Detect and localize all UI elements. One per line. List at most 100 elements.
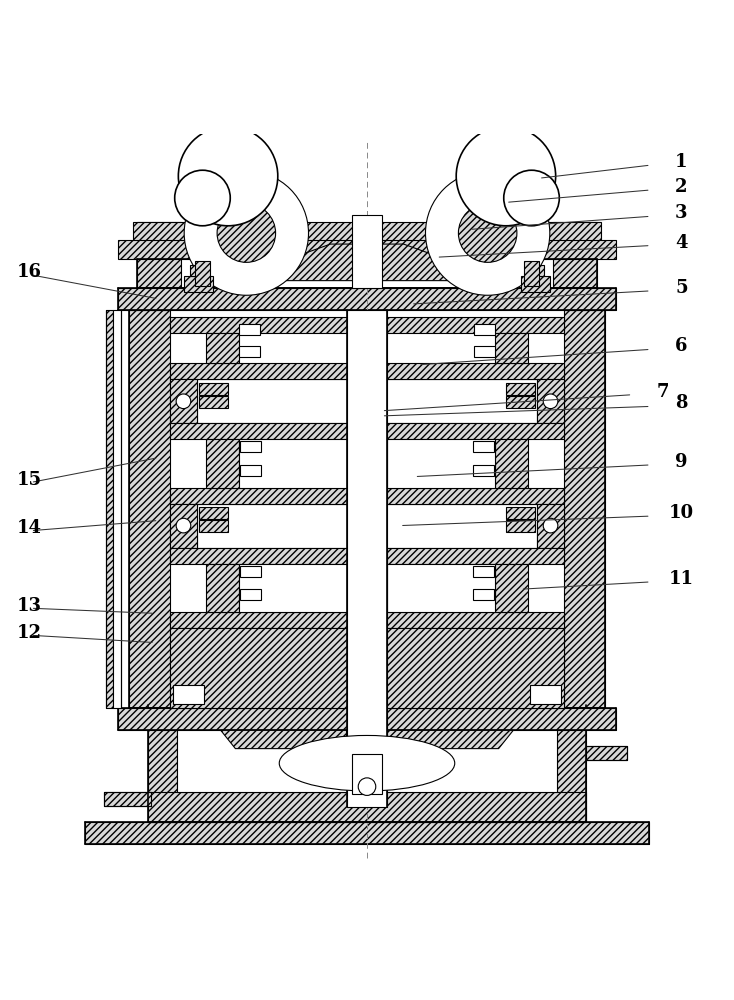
- Polygon shape: [221, 730, 346, 749]
- Bar: [170, 612, 564, 628]
- Bar: [199, 396, 228, 408]
- Bar: [553, 222, 597, 288]
- Bar: [173, 685, 204, 704]
- Bar: [206, 333, 239, 363]
- Text: 5: 5: [675, 279, 688, 297]
- Bar: [387, 564, 495, 612]
- Bar: [239, 564, 347, 612]
- Text: 7: 7: [657, 383, 669, 401]
- Bar: [495, 564, 528, 612]
- Text: 4: 4: [675, 234, 688, 252]
- Circle shape: [426, 171, 550, 295]
- Bar: [537, 504, 564, 548]
- Bar: [206, 564, 239, 612]
- Circle shape: [184, 171, 308, 295]
- Bar: [524, 261, 539, 286]
- Circle shape: [176, 518, 191, 533]
- Bar: [352, 215, 382, 288]
- Bar: [347, 310, 387, 807]
- Bar: [118, 288, 616, 310]
- Bar: [473, 465, 493, 476]
- Text: 11: 11: [669, 570, 694, 588]
- Bar: [506, 520, 535, 532]
- Circle shape: [175, 170, 230, 226]
- Bar: [352, 754, 382, 794]
- Bar: [474, 346, 495, 357]
- Text: 15: 15: [17, 471, 42, 489]
- Circle shape: [459, 204, 517, 262]
- Text: 8: 8: [675, 394, 688, 412]
- Bar: [530, 685, 561, 704]
- Bar: [564, 310, 605, 708]
- Text: 12: 12: [17, 624, 42, 642]
- Bar: [473, 566, 493, 577]
- Bar: [199, 383, 228, 395]
- Bar: [148, 792, 586, 822]
- Bar: [506, 507, 535, 519]
- Text: 10: 10: [669, 504, 694, 522]
- Polygon shape: [388, 730, 513, 749]
- Bar: [239, 324, 260, 335]
- Bar: [241, 441, 261, 452]
- Bar: [473, 589, 493, 600]
- Bar: [170, 548, 564, 564]
- Bar: [474, 324, 495, 335]
- Bar: [241, 465, 261, 476]
- Bar: [199, 520, 228, 532]
- Bar: [520, 276, 550, 292]
- Bar: [190, 265, 208, 276]
- Bar: [195, 261, 210, 286]
- Bar: [85, 822, 649, 844]
- Text: 1: 1: [675, 153, 688, 171]
- Bar: [557, 705, 586, 822]
- Bar: [239, 439, 347, 488]
- Bar: [506, 396, 535, 408]
- Bar: [137, 222, 181, 288]
- Bar: [495, 333, 528, 363]
- Bar: [170, 628, 564, 708]
- Bar: [526, 265, 544, 276]
- Bar: [148, 705, 177, 822]
- Bar: [103, 792, 151, 806]
- Bar: [129, 310, 170, 708]
- Bar: [170, 317, 564, 333]
- Text: 14: 14: [17, 519, 42, 537]
- Circle shape: [178, 126, 277, 226]
- Bar: [199, 507, 228, 519]
- Text: 6: 6: [675, 337, 688, 355]
- Bar: [239, 346, 260, 357]
- Bar: [170, 363, 564, 379]
- Bar: [506, 383, 535, 395]
- Bar: [170, 423, 564, 439]
- Circle shape: [504, 170, 559, 226]
- Text: 3: 3: [675, 204, 688, 222]
- Text: 9: 9: [675, 453, 688, 471]
- Bar: [170, 504, 197, 548]
- Bar: [113, 310, 120, 708]
- Bar: [197, 379, 537, 423]
- Circle shape: [358, 778, 376, 795]
- Text: 2: 2: [675, 178, 688, 196]
- Bar: [537, 379, 564, 423]
- Bar: [197, 504, 537, 548]
- Bar: [586, 746, 627, 760]
- Bar: [170, 379, 197, 423]
- Bar: [206, 439, 239, 488]
- Bar: [118, 708, 616, 730]
- Bar: [106, 310, 113, 708]
- Circle shape: [176, 394, 191, 409]
- Ellipse shape: [279, 735, 455, 791]
- Polygon shape: [229, 244, 505, 281]
- Bar: [387, 439, 495, 488]
- Bar: [177, 705, 557, 792]
- Bar: [170, 488, 564, 504]
- Text: 16: 16: [17, 263, 42, 281]
- Bar: [241, 566, 261, 577]
- Circle shape: [457, 126, 556, 226]
- Bar: [118, 240, 616, 259]
- Bar: [495, 439, 528, 488]
- Bar: [241, 589, 261, 600]
- Bar: [133, 222, 601, 244]
- Circle shape: [543, 518, 558, 533]
- Bar: [184, 276, 214, 292]
